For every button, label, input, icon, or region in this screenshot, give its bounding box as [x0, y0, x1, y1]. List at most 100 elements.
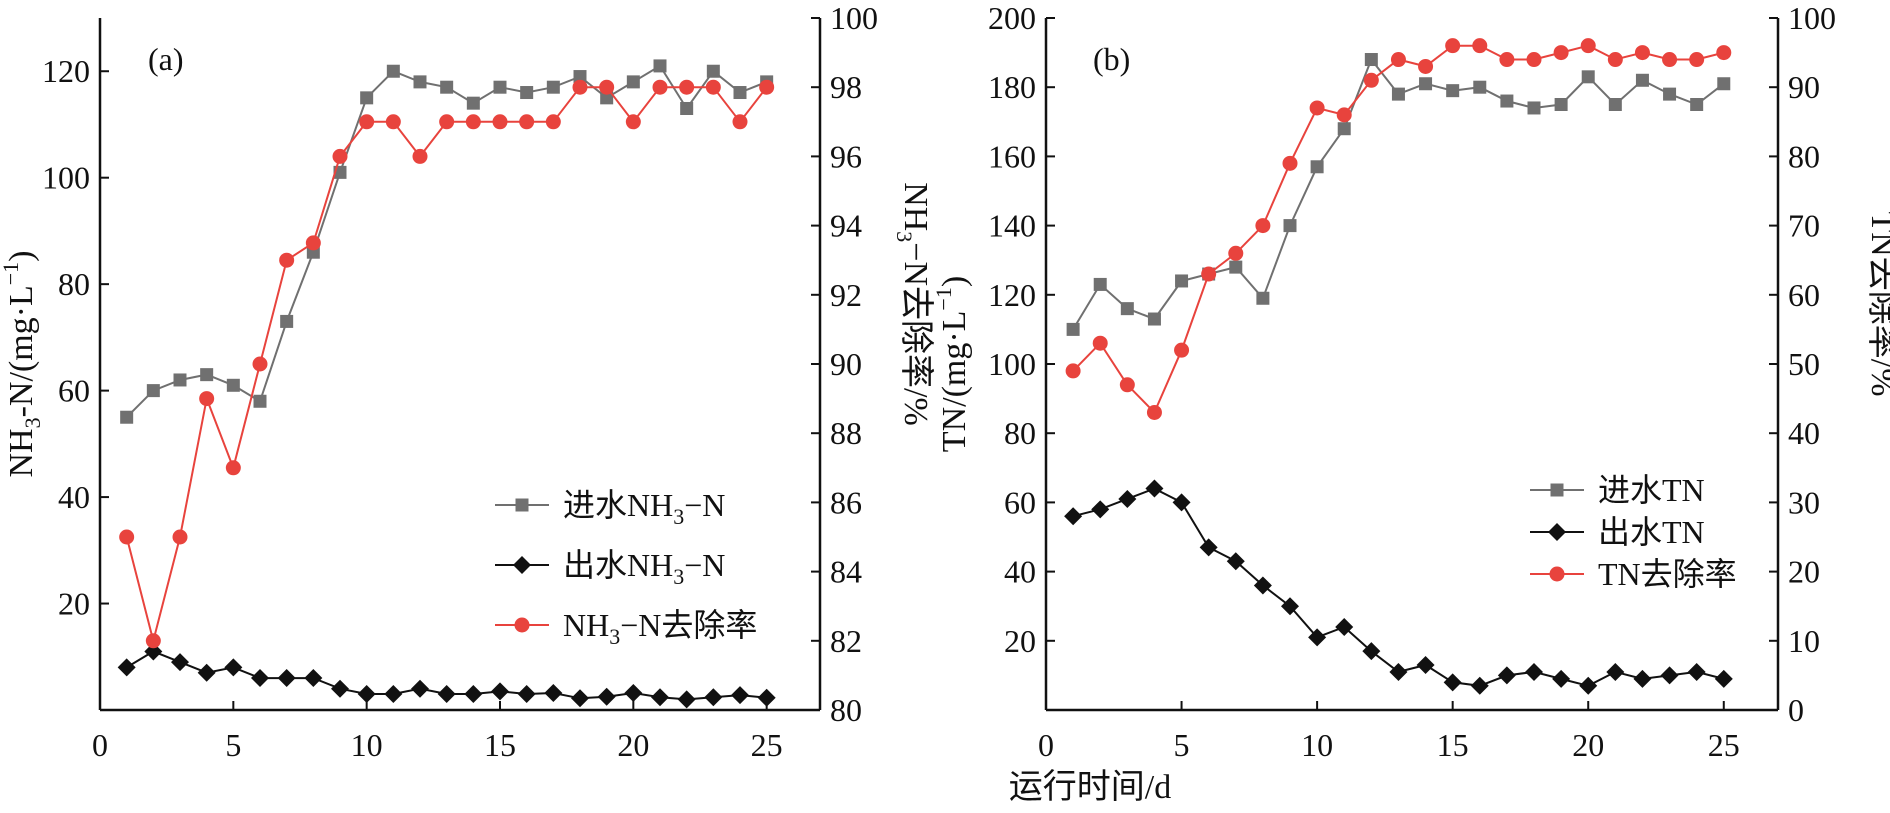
panel-a-data-point-effluent	[117, 658, 136, 677]
panel-b-data-point-effluent	[1118, 489, 1137, 508]
panel-a-y-left-tick-label: 20	[58, 586, 90, 622]
panel-b-series-removal	[1065, 38, 1732, 420]
panel-b-data-point-effluent	[1199, 538, 1218, 557]
panel-b-data-point-effluent	[1145, 479, 1164, 498]
panel-a-y-right-tick-label: 86	[830, 484, 862, 520]
panel-a-data-point-removal	[572, 79, 588, 95]
panel-b-data-point-removal	[1146, 404, 1162, 420]
panel-a-data-point-influent	[146, 384, 160, 398]
panel-b-y-right-tick-label: 90	[1788, 69, 1820, 105]
panel-a-legend-label: NH3−N去除率	[563, 607, 757, 649]
panel-a-legend-label: 进水NH3−N	[563, 487, 725, 529]
panel-b-data-point-removal	[1445, 38, 1461, 54]
panel-a-data-point-influent	[653, 59, 667, 73]
panel-a-data-point-effluent	[571, 689, 589, 708]
panel-a-data-point-influent	[706, 64, 720, 78]
panel-a-series-effluent	[117, 642, 776, 709]
panel-a-y-right-tick-label: 80	[830, 692, 862, 728]
panel-b-data-point-removal	[1607, 52, 1623, 68]
panel-a-data-point-removal	[279, 252, 295, 268]
panel-a-data-point-removal	[545, 114, 561, 130]
panel-a-y-right-tick-label: 98	[830, 69, 862, 105]
panel-b-data-point-effluent	[1253, 576, 1272, 595]
panel-b-y-left-tick-label: 180	[988, 69, 1036, 105]
panel-a-x-tick-label: 0	[92, 727, 108, 763]
panel-b-series-line-removal	[1072, 44, 1725, 415]
panel-a-data-point-effluent	[144, 642, 163, 661]
panel-a-data-point-removal	[492, 114, 508, 130]
panel-b-data-point-removal	[1553, 45, 1569, 61]
panel-b-data-point-effluent	[1660, 666, 1679, 685]
panel-b-data-point-influent	[1310, 160, 1324, 174]
panel-b-data-point-influent	[1147, 312, 1161, 326]
panel-a-data-point-effluent	[224, 658, 243, 677]
panel-b-series-effluent	[1064, 479, 1733, 695]
panel-b-data-point-influent	[1554, 98, 1568, 111]
panel-b-data-point-influent	[1717, 77, 1731, 91]
panel-a-data-point-removal	[305, 235, 321, 251]
panel-b-data-point-effluent	[1497, 666, 1516, 685]
panel-a-legend-marker	[514, 617, 530, 633]
panel-a-data-point-influent	[173, 373, 187, 387]
panel-a-data-point-effluent	[597, 687, 616, 706]
panel-b-data-point-removal	[1336, 107, 1352, 123]
panel-a-data-point-influent	[413, 75, 427, 89]
panel-a-data-point-effluent	[704, 688, 723, 707]
panel-b-x-tick-label: 25	[1708, 727, 1740, 763]
panel-a-data-point-effluent	[651, 688, 669, 707]
panel-a-x-tick-label: 5	[225, 727, 241, 763]
panel-a-data-point-removal	[119, 529, 135, 545]
panel-b-legend-label: 出水TN	[1598, 514, 1705, 550]
panel-b-data-point-influent	[1093, 277, 1107, 291]
panel-a-data-point-removal	[332, 148, 348, 164]
panel-a-data-point-influent	[200, 368, 214, 382]
panel-b-y-left-tick-label: 160	[988, 138, 1036, 174]
panel-a-data-point-removal	[705, 79, 721, 95]
panel-a-series-removal	[119, 79, 775, 649]
panel-a-data-point-effluent	[624, 683, 643, 702]
panel-b-data-point-effluent	[1091, 500, 1110, 519]
panel-b-data-point-effluent	[1687, 662, 1706, 681]
panel-b-data-point-effluent	[1552, 669, 1571, 688]
panel-b-data-point-influent	[1391, 87, 1405, 101]
panel-b-data-point-removal	[1418, 58, 1434, 74]
panel-b-data-point-influent	[1175, 274, 1189, 288]
panel-a-y-right-tick-label: 88	[830, 415, 862, 451]
panel-b-data-point-removal	[1689, 52, 1705, 68]
panel-b-data-point-removal	[1390, 52, 1406, 68]
panel-b-data-point-effluent	[1362, 642, 1381, 661]
panel-b-data-point-removal	[1716, 45, 1732, 61]
panel-a-data-point-effluent	[357, 685, 376, 704]
panel-b-y-right-tick-label: 10	[1788, 623, 1820, 659]
panel-a-y-right-tick-label: 90	[830, 346, 862, 382]
panel-b-data-point-effluent	[1579, 676, 1598, 695]
panel-a-data-point-effluent	[731, 686, 749, 705]
panel-b-y-left-tick-label: 200	[988, 0, 1036, 36]
panel-a-data-point-removal	[225, 460, 241, 476]
panel-b-data-point-effluent	[1389, 662, 1408, 681]
panel-b-data-point-effluent	[1335, 617, 1354, 636]
panel-a-data-point-effluent	[304, 669, 323, 688]
panel-a-data-point-influent	[626, 75, 640, 89]
panel-b-chart: 0 5 10 15 20 25 20 40 60 80 100 120 140 160 180 200 0 10 2…	[931, 0, 1890, 763]
panel-b-data-point-influent	[1500, 94, 1514, 108]
panel-a-x-tick-label: 15	[484, 727, 516, 763]
panel-b-y-right-title: TN去除率/%	[1864, 211, 1890, 396]
panel-a-x-tick-label: 10	[351, 727, 383, 763]
panel-b-data-point-removal	[1499, 52, 1515, 68]
panel-a-legend-item-effluent: 出水NH3−N	[495, 547, 725, 589]
panel-a-series-influent	[120, 59, 774, 424]
panel-b-data-point-effluent	[1633, 669, 1652, 688]
panel-b-data-point-removal	[1634, 45, 1650, 61]
panel-a-data-point-effluent	[437, 685, 456, 704]
panel-b-y-right-tick-label: 70	[1788, 208, 1820, 244]
panel-a-data-point-effluent	[757, 688, 776, 707]
panel-a-data-point-effluent	[677, 690, 696, 709]
panel-b-data-point-influent	[1256, 291, 1270, 305]
panel-b-data-point-removal	[1662, 52, 1678, 68]
panel-b-y-left-tick-label: 120	[988, 277, 1036, 313]
panel-a-y-left-tick-label: 80	[58, 266, 90, 302]
panel-b-data-point-removal	[1255, 218, 1271, 234]
panel-a-data-point-influent	[280, 314, 294, 328]
panel-b-data-point-removal	[1228, 245, 1244, 261]
